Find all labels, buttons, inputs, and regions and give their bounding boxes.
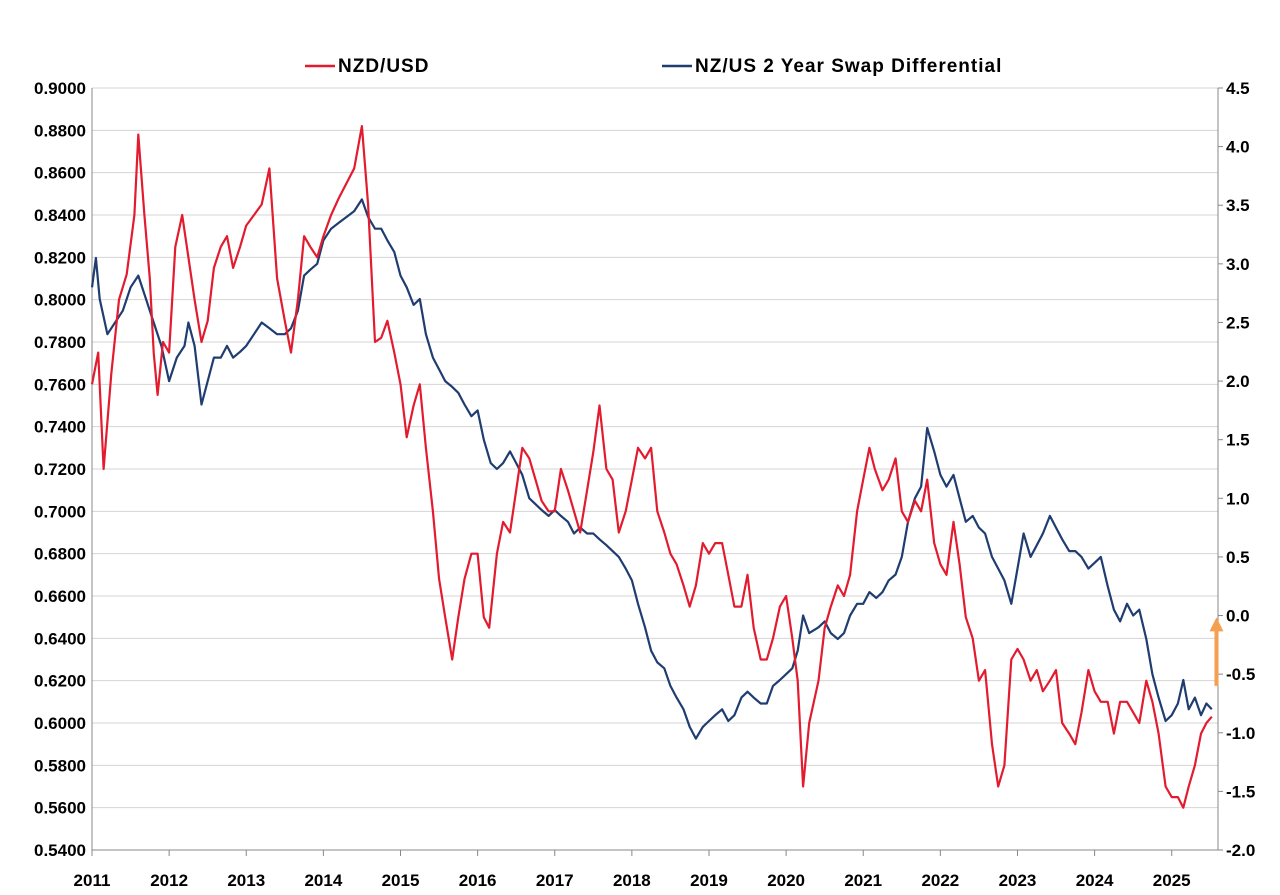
y-right-tick-label: 4.0 [1226, 138, 1250, 157]
y-left-tick-label: 0.8200 [34, 248, 86, 267]
y-left-tick-label: 0.6600 [34, 587, 86, 606]
y-right-tick-label: -0.5 [1226, 665, 1255, 684]
y-right-tick-label: 4.5 [1226, 79, 1250, 98]
legend-label-nzdusd: NZD/USD [338, 56, 429, 77]
x-tick-label: 2024 [1076, 871, 1114, 890]
y-right-tick-label: 2.5 [1226, 313, 1250, 332]
legend: NZD/USD NZ/US 2 Year Swap Differential [305, 56, 1002, 77]
annotation-arrow-head [1209, 617, 1224, 632]
x-tick-label: 2025 [1153, 871, 1191, 890]
y-left-tick-label: 0.8800 [34, 121, 86, 140]
y-axis-left: 0.9000 0.8800 0.8600 0.8400 0.8200 0.8000 0.78… [34, 79, 86, 860]
y-left-tick-label: 0.8400 [34, 206, 86, 225]
y-left-tick-label: 0.5600 [34, 799, 86, 818]
y-right-tick-label: -2.0 [1226, 841, 1255, 860]
y-left-tick-label: 0.6000 [34, 714, 86, 733]
y-left-tick-label: 0.5800 [34, 756, 86, 775]
x-tick-label: 2012 [150, 871, 188, 890]
y-left-tick-label: 0.7800 [34, 333, 86, 352]
y-left-tick-label: 0.7600 [34, 375, 86, 394]
y-right-tick-label: -1.5 [1226, 782, 1255, 801]
y-right-tick-label: 3.0 [1226, 255, 1250, 274]
legend-label-swap: NZ/US 2 Year Swap Differential [695, 56, 1002, 77]
series-line-nzdusd [90, 125, 1213, 809]
y-left-tick-label: 0.6400 [34, 629, 86, 648]
y-axis-right: 4.5 4.0 3.5 3.0 2.5 2.0 1.5 1.0 0.5 0.0 -0.5 -1.0 -1… [1218, 79, 1255, 860]
x-tick-label: 2017 [536, 871, 574, 890]
x-tick-label: 2016 [459, 871, 497, 890]
x-tick-label: 2014 [304, 871, 342, 890]
y-left-tick-label: 0.6200 [34, 672, 86, 691]
x-tick-label: 2011 [74, 871, 111, 890]
y-right-tick-label: 0.0 [1226, 607, 1250, 626]
y-left-tick-label: 0.7400 [34, 418, 86, 437]
y-right-tick-label: 2.0 [1226, 372, 1250, 391]
y-left-tick-label: 0.8000 [34, 291, 86, 310]
y-left-tick-label: 0.5400 [34, 841, 86, 860]
x-tick-label: 2015 [382, 871, 420, 890]
y-left-tick-label: 0.6800 [34, 545, 86, 564]
y-right-tick-label: 1.0 [1226, 489, 1250, 508]
x-axis: 2011 2012 2013 2014 2015 2016 2017 2018 2019 2020… [74, 850, 1191, 890]
y-left-tick-label: 0.7000 [34, 502, 86, 521]
annotation-layer [1209, 617, 1224, 686]
x-tick-label: 2013 [227, 871, 265, 890]
y-left-tick-label: 0.8600 [34, 164, 86, 183]
x-tick-label: 2019 [690, 871, 728, 890]
y-right-tick-label: 0.5 [1226, 548, 1250, 567]
y-right-tick-label: -1.0 [1226, 724, 1255, 743]
y-right-tick-label: 1.5 [1226, 431, 1250, 450]
x-tick-label: 2018 [613, 871, 651, 890]
y-right-tick-label: 3.5 [1226, 196, 1250, 215]
x-tick-label: 2022 [921, 871, 959, 890]
x-tick-label: 2023 [999, 871, 1037, 890]
series-line-swap-differential [90, 198, 1213, 740]
x-tick-label: 2021 [844, 871, 882, 890]
y-left-tick-label: 0.7200 [34, 460, 86, 479]
gridlines [92, 87, 1218, 851]
x-tick-label: 2020 [767, 871, 805, 890]
y-left-tick-label: 0.9000 [34, 79, 86, 98]
series-layer [90, 125, 1213, 809]
